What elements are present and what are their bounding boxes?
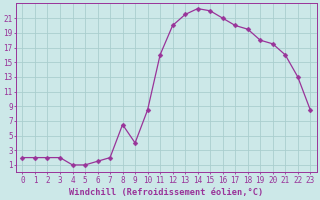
X-axis label: Windchill (Refroidissement éolien,°C): Windchill (Refroidissement éolien,°C) <box>69 188 263 197</box>
